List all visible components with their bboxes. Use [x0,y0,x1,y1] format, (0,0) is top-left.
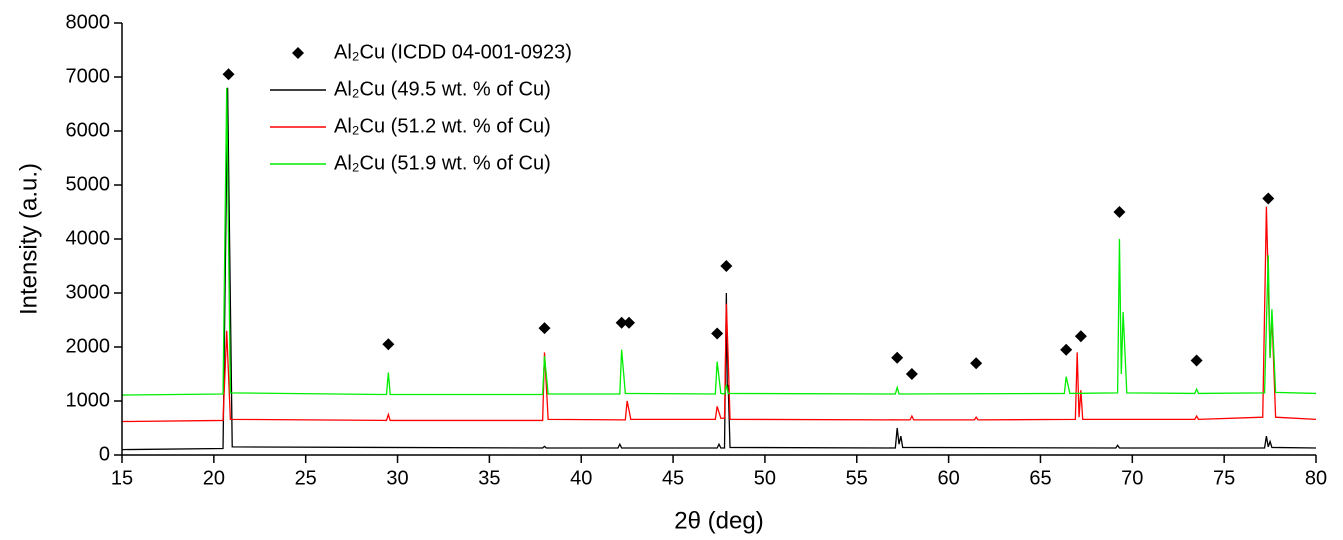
series-line [121,206,1317,423]
legend-label: Al₂Cu (ICDD 04-001-0923) [334,41,572,63]
y-axis-label: Intensity (a.u.) [15,163,42,315]
y-tick-label: 2000 [66,335,111,357]
y-tick-label: 8000 [66,11,111,33]
reference-marker [1190,354,1203,367]
series-line [121,87,1317,451]
y-tick-label: 4000 [66,227,111,249]
reference-marker [382,338,395,351]
y-tick-label: 3000 [66,281,111,303]
x-tick-label: 80 [1305,467,1327,489]
x-axis-label: 2θ (deg) [674,507,763,534]
reference-marker [891,351,904,364]
reference-marker [615,316,628,329]
legend-label: Al₂Cu (51.2 wt. % of Cu) [334,115,551,137]
reference-marker [538,322,551,335]
x-tick-label: 75 [1213,467,1235,489]
x-tick-label: 50 [754,467,776,489]
reference-marker [222,68,235,81]
x-tick-label: 20 [203,467,225,489]
reference-marker [1074,330,1087,343]
x-tick-label: 55 [846,467,868,489]
y-tick-label: 5000 [66,173,111,195]
x-tick-label: 45 [662,467,684,489]
reference-marker [1113,206,1126,218]
reference-marker [905,368,918,380]
x-tick-label: 65 [1029,467,1051,489]
x-tick-label: 40 [570,467,592,489]
x-tick-label: 70 [1121,467,1143,489]
reference-marker [970,357,983,370]
y-tick-label: 6000 [66,119,111,141]
reference-marker [1262,192,1275,205]
x-tick-label: 25 [295,467,317,489]
legend-symbol [292,47,304,59]
x-tick-label: 30 [386,467,408,489]
reference-marker [711,327,724,340]
y-tick-label: 1000 [66,389,111,411]
x-tick-label: 60 [937,467,959,489]
series-line [121,87,1317,396]
reference-marker [622,316,635,329]
legend-label: Al₂Cu (49.5 wt. % of Cu) [334,78,551,100]
legend-label: Al₂Cu (51.9 wt. % of Cu) [334,152,551,174]
x-tick-label: 35 [478,467,500,489]
reference-marker [720,260,733,272]
reference-marker [1060,343,1073,356]
y-tick-label: 7000 [66,65,111,87]
y-tick-label: 0 [99,443,110,465]
x-tick-label: 15 [111,467,133,489]
